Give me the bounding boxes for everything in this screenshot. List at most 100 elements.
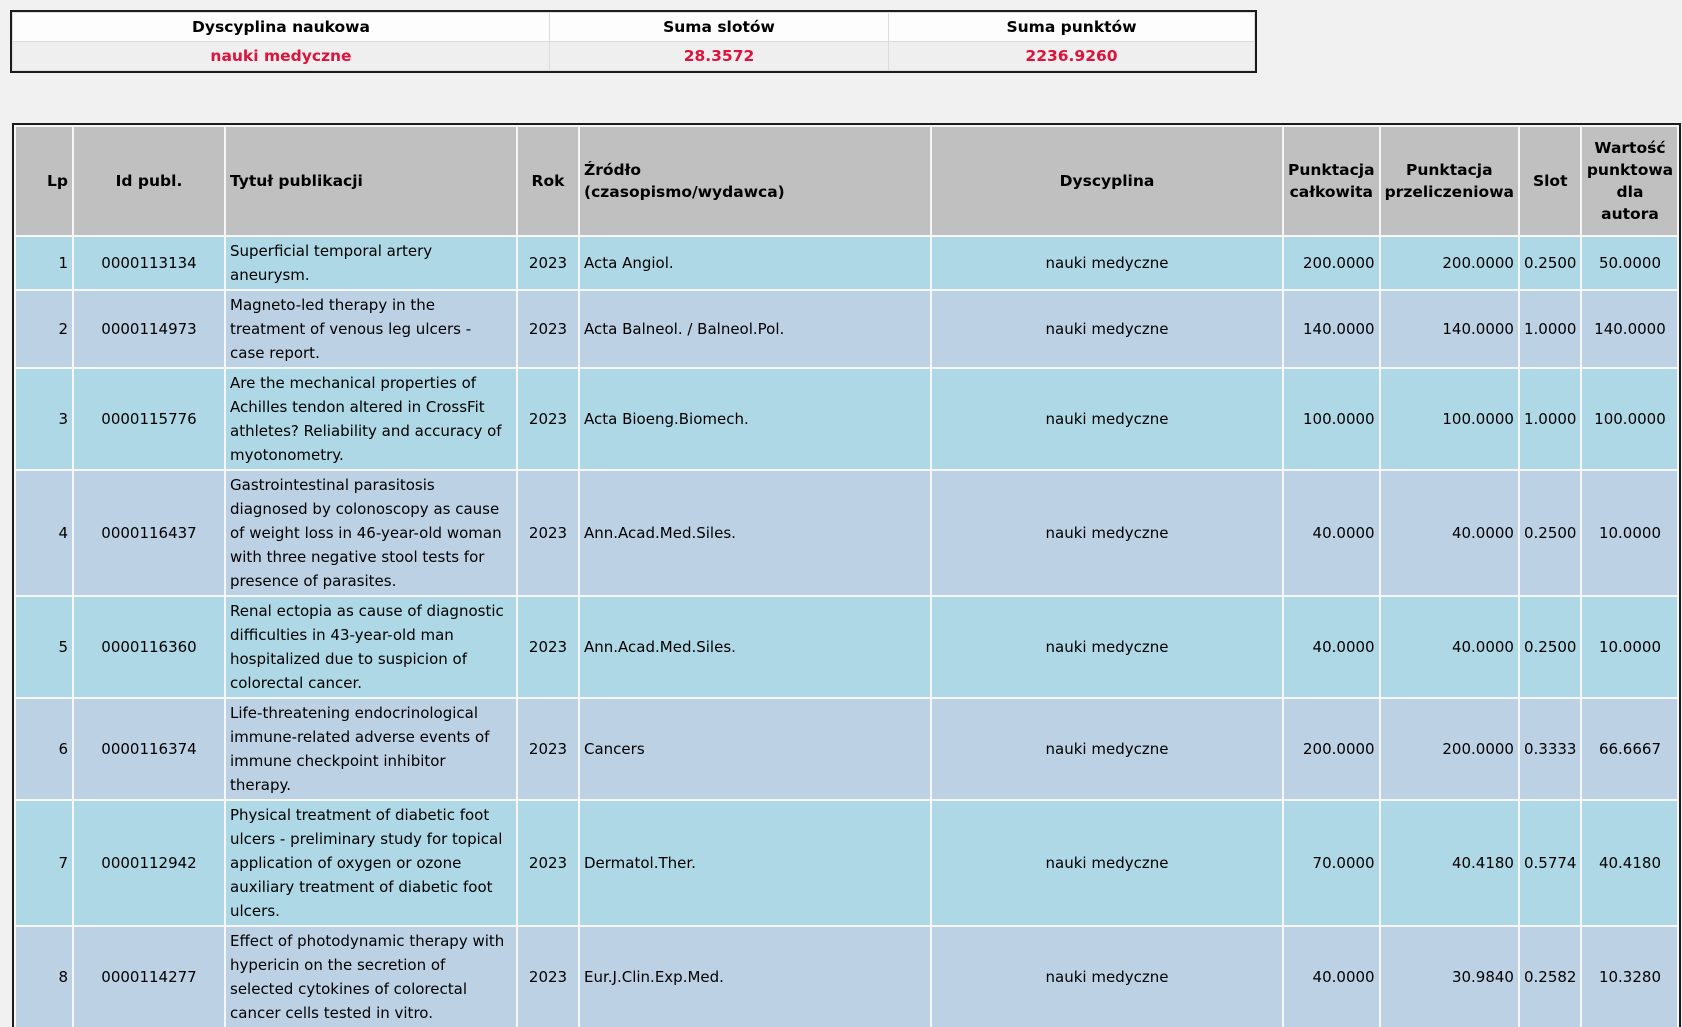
summary-value-row: nauki medyczne 28.3572 2236.9260 (13, 42, 1254, 70)
table-row: 3 0000115776 Are the mechanical properti… (16, 369, 1678, 469)
cell-year: 2023 (518, 471, 578, 595)
cell-slot: 0.5774 (1519, 801, 1581, 925)
cell-slot: 0.2582 (1519, 927, 1581, 1027)
table-row: 6 0000116374 Life-threatening endocrinol… (16, 699, 1678, 799)
cell-total-points: 140.0000 (1284, 291, 1379, 367)
cell-year: 2023 (518, 927, 578, 1027)
publications-table: Lp Id publ. Tytuł publikacji Rok Źródło … (12, 123, 1682, 1027)
cell-author-value: 100.0000 (1582, 369, 1678, 469)
cell-publication-id: 0000116437 (74, 471, 224, 595)
cell-slot: 0.2500 (1519, 597, 1581, 697)
header-source: Źródło (czasopismo/wydawca) (580, 127, 930, 235)
cell-author-value: 50.0000 (1582, 237, 1678, 289)
cell-source: Ann.Acad.Med.Siles. (580, 471, 930, 595)
header-year: Rok (518, 127, 578, 235)
header-title: Tytuł publikacji (226, 127, 516, 235)
cell-source: Ann.Acad.Med.Siles. (580, 597, 930, 697)
cell-year: 2023 (518, 369, 578, 469)
cell-source: Acta Bioeng.Biomech. (580, 369, 930, 469)
cell-year: 2023 (518, 291, 578, 367)
cell-year: 2023 (518, 237, 578, 289)
summary-header-sum-slots: Suma slotów (550, 13, 888, 41)
cell-publication-id: 0000116360 (74, 597, 224, 697)
cell-converted-points: 40.0000 (1380, 471, 1518, 595)
cell-title: Life-threatening endocrinological immune… (226, 699, 516, 799)
cell-total-points: 200.0000 (1284, 237, 1379, 289)
cell-lp: 6 (16, 699, 72, 799)
header-slot: Slot (1519, 127, 1581, 235)
cell-year: 2023 (518, 699, 578, 799)
cell-source: Acta Balneol. / Balneol.Pol. (580, 291, 930, 367)
cell-year: 2023 (518, 597, 578, 697)
cell-converted-points: 200.0000 (1380, 699, 1518, 799)
cell-total-points: 40.0000 (1284, 927, 1379, 1027)
header-converted-points: Punktacja przeliczeniowa (1380, 127, 1518, 235)
cell-lp: 7 (16, 801, 72, 925)
cell-publication-id: 0000115776 (74, 369, 224, 469)
cell-author-value: 140.0000 (1582, 291, 1678, 367)
cell-discipline: nauki medyczne (932, 369, 1282, 469)
cell-year: 2023 (518, 801, 578, 925)
cell-converted-points: 40.0000 (1380, 597, 1518, 697)
cell-total-points: 100.0000 (1284, 369, 1379, 469)
cell-lp: 5 (16, 597, 72, 697)
cell-converted-points: 30.9840 (1380, 927, 1518, 1027)
publications-tbody: 1 0000113134 Superficial temporal artery… (16, 237, 1678, 1027)
publications-header-row: Lp Id publ. Tytuł publikacji Rok Źródło … (16, 127, 1678, 235)
cell-converted-points: 40.4180 (1380, 801, 1518, 925)
table-row: 7 0000112942 Physical treatment of diabe… (16, 801, 1678, 925)
summary-header-sum-points: Suma punktów (889, 13, 1254, 41)
cell-author-value: 66.6667 (1582, 699, 1678, 799)
summary-header-row: Dyscyplina naukowa Suma slotów Suma punk… (13, 13, 1254, 41)
summary-sum-slots-value: 28.3572 (550, 42, 888, 70)
cell-discipline: nauki medyczne (932, 237, 1282, 289)
header-author-value: Wartość punktowa dla autora (1582, 127, 1678, 235)
table-row: 5 0000116360 Renal ectopia as cause of d… (16, 597, 1678, 697)
cell-publication-id: 0000113134 (74, 237, 224, 289)
cell-lp: 4 (16, 471, 72, 595)
summary-discipline-value: nauki medyczne (13, 42, 549, 70)
cell-author-value: 10.0000 (1582, 597, 1678, 697)
cell-title: Magneto-led therapy in the treatment of … (226, 291, 516, 367)
cell-discipline: nauki medyczne (932, 471, 1282, 595)
table-row: 4 0000116437 Gastrointestinal parasitosi… (16, 471, 1678, 595)
table-row: 2 0000114973 Magneto-led therapy in the … (16, 291, 1678, 367)
cell-source: Cancers (580, 699, 930, 799)
cell-title: Superficial temporal artery aneurysm. (226, 237, 516, 289)
cell-discipline: nauki medyczne (932, 699, 1282, 799)
cell-lp: 3 (16, 369, 72, 469)
header-discipline: Dyscyplina (932, 127, 1282, 235)
cell-author-value: 10.0000 (1582, 471, 1678, 595)
cell-slot: 0.2500 (1519, 237, 1581, 289)
cell-source: Dermatol.Ther. (580, 801, 930, 925)
cell-converted-points: 140.0000 (1380, 291, 1518, 367)
summary-table: Dyscyplina naukowa Suma slotów Suma punk… (10, 10, 1257, 73)
cell-total-points: 40.0000 (1284, 597, 1379, 697)
cell-title: Renal ectopia as cause of diagnostic dif… (226, 597, 516, 697)
cell-discipline: nauki medyczne (932, 291, 1282, 367)
cell-slot: 0.2500 (1519, 471, 1581, 595)
cell-lp: 2 (16, 291, 72, 367)
header-lp: Lp (16, 127, 72, 235)
cell-title: Are the mechanical properties of Achille… (226, 369, 516, 469)
cell-discipline: nauki medyczne (932, 801, 1282, 925)
cell-author-value: 40.4180 (1582, 801, 1678, 925)
cell-source: Eur.J.Clin.Exp.Med. (580, 927, 930, 1027)
cell-publication-id: 0000112942 (74, 801, 224, 925)
cell-slot: 0.3333 (1519, 699, 1581, 799)
cell-discipline: nauki medyczne (932, 597, 1282, 697)
cell-source: Acta Angiol. (580, 237, 930, 289)
cell-discipline: nauki medyczne (932, 927, 1282, 1027)
cell-publication-id: 0000116374 (74, 699, 224, 799)
cell-publication-id: 0000114277 (74, 927, 224, 1027)
summary-sum-points-value: 2236.9260 (889, 42, 1254, 70)
summary-header-discipline: Dyscyplina naukowa (13, 13, 549, 41)
cell-total-points: 200.0000 (1284, 699, 1379, 799)
table-row: 8 0000114277 Effect of photodynamic ther… (16, 927, 1678, 1027)
cell-author-value: 10.3280 (1582, 927, 1678, 1027)
cell-slot: 1.0000 (1519, 291, 1581, 367)
cell-lp: 1 (16, 237, 72, 289)
cell-converted-points: 100.0000 (1380, 369, 1518, 469)
cell-publication-id: 0000114973 (74, 291, 224, 367)
table-row: 1 0000113134 Superficial temporal artery… (16, 237, 1678, 289)
